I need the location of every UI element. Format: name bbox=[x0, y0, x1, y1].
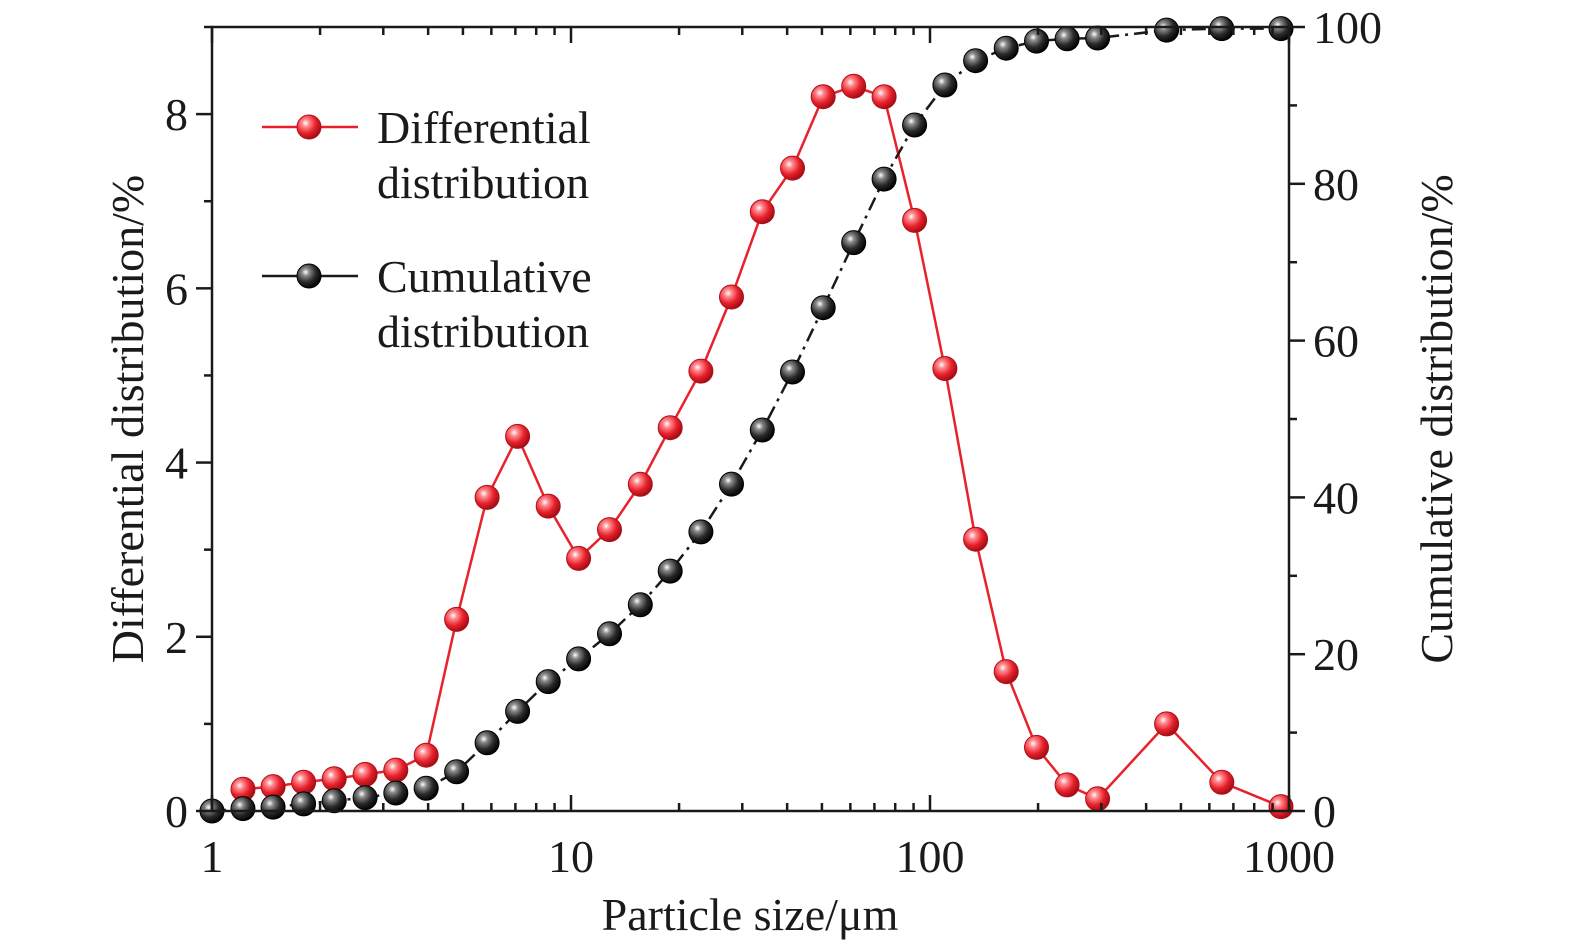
data-point-differential bbox=[932, 356, 958, 381]
data-point-differential bbox=[413, 742, 439, 768]
plot-frame bbox=[210, 25, 1291, 813]
series-markers bbox=[199, 16, 1294, 824]
data-point-cumulative bbox=[413, 775, 439, 801]
data-point-cumulative bbox=[627, 592, 653, 618]
data-point-differential bbox=[902, 207, 928, 233]
data-point-cumulative bbox=[993, 35, 1019, 61]
y-right-tick-label: 20 bbox=[1313, 629, 1359, 680]
data-point-differential bbox=[535, 493, 561, 519]
data-point-differential bbox=[505, 423, 531, 449]
data-point-cumulative bbox=[1024, 28, 1049, 54]
legend-entry-differential: Differential distribution bbox=[262, 102, 591, 208]
data-point-differential bbox=[657, 415, 683, 441]
data-point-differential bbox=[841, 73, 867, 99]
data-point-differential bbox=[1054, 772, 1080, 798]
y-right-axis-title: Cumulative distribution/% bbox=[1411, 174, 1462, 663]
y-left-tick-label: 0 bbox=[165, 786, 188, 837]
data-point-cumulative bbox=[444, 759, 470, 785]
data-point-cumulative bbox=[597, 621, 622, 647]
data-point-differential bbox=[352, 761, 378, 787]
series-lines bbox=[211, 27, 1282, 813]
data-point-differential bbox=[1268, 794, 1294, 820]
x-tick-label: 1000 bbox=[1243, 831, 1335, 882]
data-point-differential bbox=[566, 545, 592, 571]
data-point-differential bbox=[444, 606, 470, 632]
data-point-differential bbox=[871, 84, 897, 110]
data-point-differential bbox=[719, 284, 744, 310]
data-point-differential bbox=[383, 757, 409, 783]
data-point-cumulative bbox=[230, 796, 256, 822]
data-point-differential bbox=[749, 199, 775, 225]
y-right-tick-label: 0 bbox=[1313, 786, 1336, 837]
data-point-differential bbox=[1024, 734, 1049, 760]
data-point-differential bbox=[688, 358, 714, 384]
y-left-tick-label: 8 bbox=[165, 89, 188, 140]
data-point-cumulative bbox=[505, 698, 531, 724]
data-point-cumulative bbox=[902, 112, 928, 138]
legend-label-differential-line2: distribution bbox=[377, 157, 589, 208]
data-point-cumulative bbox=[780, 359, 805, 385]
y-right-tick-label: 80 bbox=[1313, 159, 1359, 210]
data-point-differential bbox=[1154, 711, 1180, 737]
x-axis-title: Particle size/μm bbox=[602, 889, 899, 940]
data-point-differential bbox=[474, 484, 500, 510]
x-tick-label: 10 bbox=[548, 831, 594, 882]
data-point-differential bbox=[597, 517, 622, 543]
data-point-differential bbox=[993, 659, 1019, 685]
y-left-tick-label: 4 bbox=[165, 438, 188, 489]
data-point-cumulative bbox=[291, 791, 317, 817]
legend-marker-differential bbox=[296, 114, 322, 140]
y-right-tick-label: 100 bbox=[1313, 2, 1382, 53]
data-point-cumulative bbox=[1154, 17, 1180, 43]
data-point-cumulative bbox=[932, 72, 958, 98]
data-point-cumulative bbox=[566, 646, 592, 672]
data-point-cumulative bbox=[810, 295, 836, 321]
x-tick-label: 100 bbox=[896, 831, 965, 882]
data-point-cumulative bbox=[1085, 25, 1111, 51]
legend: Differential distribution Cumulative dis… bbox=[262, 102, 592, 357]
data-point-cumulative bbox=[963, 48, 989, 74]
data-point-cumulative bbox=[1268, 16, 1294, 42]
data-point-cumulative bbox=[719, 471, 744, 497]
y-left-tick-label: 2 bbox=[165, 612, 188, 663]
data-point-differential bbox=[321, 766, 347, 792]
y-left-axis-title: Differential distribution/% bbox=[102, 175, 153, 663]
y-right-tick-label: 40 bbox=[1313, 472, 1359, 523]
series-line-cumulative bbox=[211, 27, 1281, 813]
data-point-cumulative bbox=[535, 669, 561, 695]
data-point-cumulative bbox=[383, 780, 409, 806]
data-point-differential bbox=[810, 84, 836, 110]
data-point-cumulative bbox=[688, 519, 714, 545]
data-point-cumulative bbox=[474, 730, 500, 756]
legend-label-cumulative-line2: distribution bbox=[377, 306, 589, 357]
data-point-cumulative bbox=[321, 788, 347, 814]
data-point-differential bbox=[1085, 786, 1111, 812]
data-point-cumulative bbox=[352, 785, 378, 811]
legend-entry-cumulative: Cumulative distribution bbox=[262, 251, 592, 357]
x-tick-label: 1 bbox=[201, 831, 224, 882]
data-point-differential bbox=[627, 471, 653, 497]
data-point-differential bbox=[780, 155, 805, 181]
y-right-tick-label: 60 bbox=[1313, 316, 1359, 367]
data-point-cumulative bbox=[1054, 26, 1080, 52]
legend-marker-cumulative bbox=[296, 263, 322, 289]
data-point-differential bbox=[1209, 769, 1235, 795]
data-point-cumulative bbox=[841, 230, 867, 256]
data-point-differential bbox=[291, 769, 317, 795]
legend-label-cumulative-line1: Cumulative bbox=[377, 251, 592, 302]
data-point-cumulative bbox=[871, 166, 897, 192]
data-point-cumulative bbox=[749, 417, 775, 443]
data-point-cumulative bbox=[260, 794, 286, 820]
data-point-cumulative bbox=[657, 558, 683, 584]
data-point-cumulative bbox=[1209, 16, 1235, 42]
y-left-tick-label: 6 bbox=[165, 263, 188, 314]
axis-ticks bbox=[196, 25, 1305, 813]
legend-label-differential-line1: Differential bbox=[377, 102, 591, 153]
data-point-differential bbox=[963, 526, 989, 552]
